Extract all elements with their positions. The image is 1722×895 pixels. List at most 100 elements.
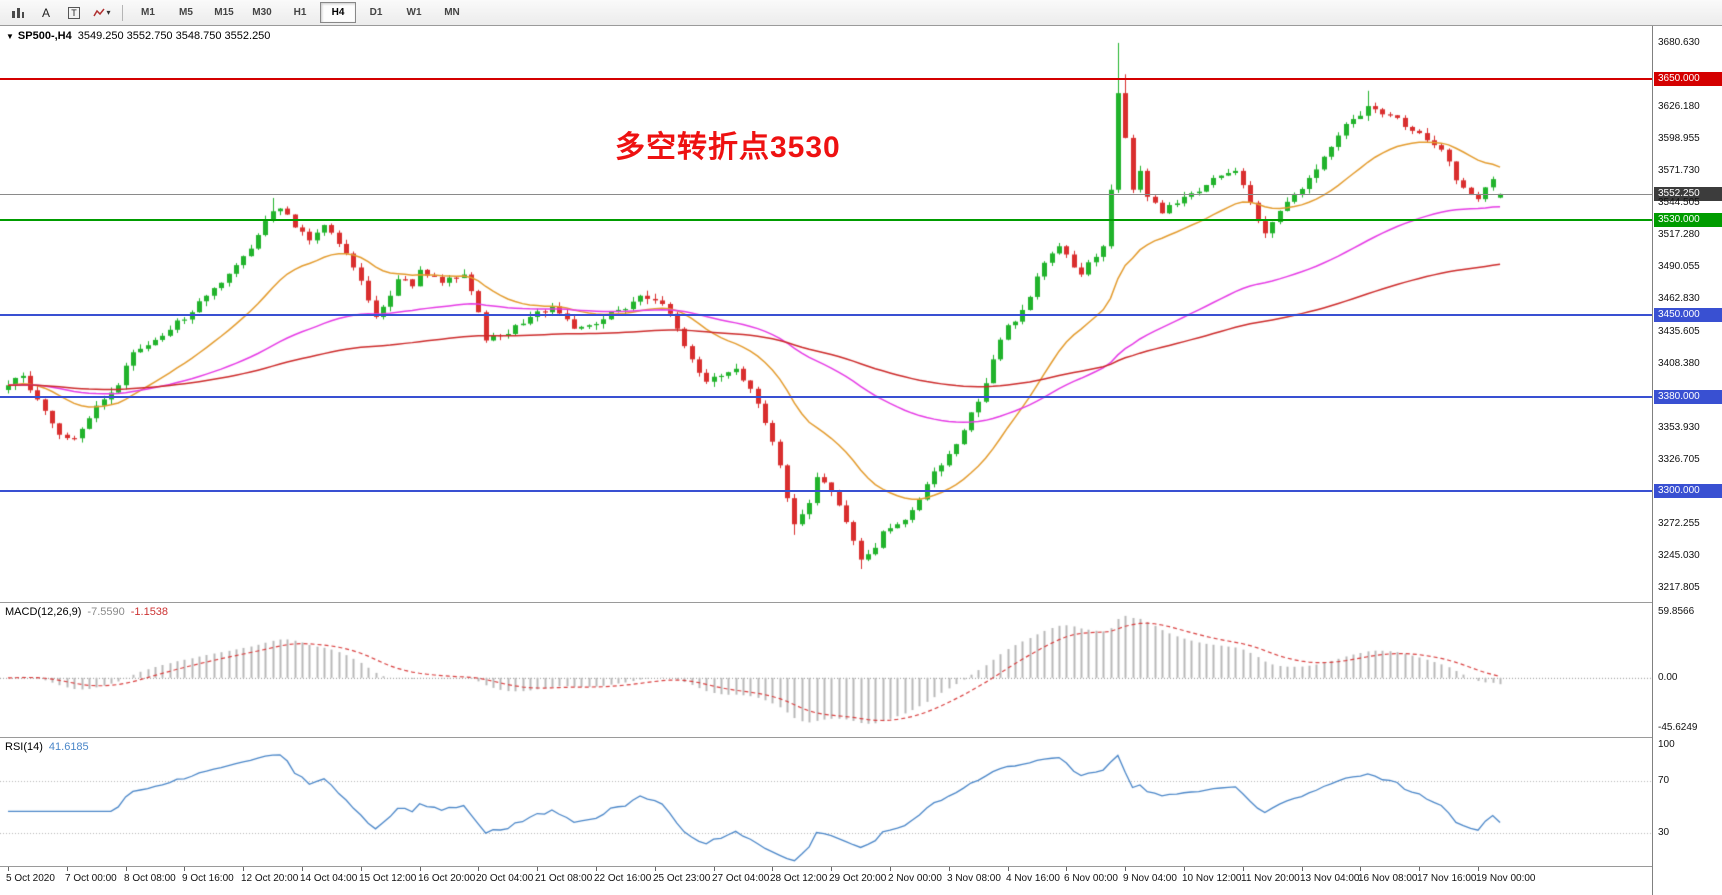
- price-axis[interactable]: 3650.000 3552.250 3530.000 3450.000 3380.000…: [1652, 26, 1722, 895]
- time-tick-9: [537, 867, 538, 871]
- time-label-13: 28 Oct 12:00: [770, 873, 828, 884]
- time-label-15: 2 Nov 00:00: [888, 873, 942, 884]
- price-tick-3598.955: 3598.955: [1658, 133, 1700, 144]
- time-tick-12: [714, 867, 715, 871]
- text-label-icon[interactable]: T: [61, 2, 87, 24]
- time-label-14: 29 Oct 20:00: [829, 873, 887, 884]
- time-label-6: 15 Oct 12:00: [359, 873, 417, 884]
- time-label-24: 17 Nov 16:00: [1417, 873, 1477, 884]
- time-label-18: 6 Nov 00:00: [1064, 873, 1118, 884]
- time-tick-19: [1125, 867, 1126, 871]
- macd-canvas[interactable]: [0, 603, 1652, 737]
- price-badge-3552.250: 3552.250: [1654, 187, 1722, 201]
- price-tick-3245.030: 3245.030: [1658, 550, 1700, 561]
- rsi-value: 41.6185: [48, 741, 89, 753]
- time-tick-23: [1360, 867, 1361, 871]
- indicators-icon[interactable]: ▾: [89, 2, 115, 24]
- time-label-3: 9 Oct 16:00: [182, 873, 234, 884]
- chart-area: ▼ SP500-,H4 3549.250 3552.750 3548.750 355…: [0, 26, 1722, 895]
- time-label-7: 16 Oct 20:00: [418, 873, 476, 884]
- rsi-canvas[interactable]: [0, 738, 1652, 866]
- time-label-19: 9 Nov 04:00: [1123, 873, 1177, 884]
- time-tick-17: [1008, 867, 1009, 871]
- price-tick-3353.930: 3353.930: [1658, 422, 1700, 433]
- rsi-label: RSI(14) 41.6185: [5, 741, 95, 753]
- bar-chart-icon[interactable]: [5, 2, 31, 24]
- timeframe-m15-button[interactable]: M15: [214, 7, 234, 18]
- timeframe-m5-button[interactable]: M5: [179, 7, 193, 18]
- hline-3450.000[interactable]: [0, 314, 1652, 316]
- timeframe-m1-button[interactable]: M1: [141, 7, 155, 18]
- hline-3530.000[interactable]: [0, 219, 1652, 221]
- symbol-title: SP500-,H4: [17, 30, 72, 42]
- time-tick-8: [478, 867, 479, 871]
- time-label-12: 27 Oct 04:00: [712, 873, 770, 884]
- time-label-8: 20 Oct 04:00: [476, 873, 534, 884]
- panel-splitter-rsi[interactable]: [0, 737, 1722, 738]
- zigzag-glyph: [93, 8, 106, 16]
- price-badge-3380.000: 3380.000: [1654, 390, 1722, 404]
- price-badge-3450.000: 3450.000: [1654, 308, 1722, 322]
- time-tick-14: [831, 867, 832, 871]
- time-tick-10: [596, 867, 597, 871]
- time-axis-line: [0, 866, 1722, 867]
- rsi-panel[interactable]: RSI(14) 41.6185: [0, 738, 1652, 866]
- time-tick-25: [1478, 867, 1479, 871]
- insert-text-icon[interactable]: A: [33, 2, 59, 24]
- time-axis[interactable]: 5 Oct 2020 7 Oct 00:00 8 Oct 08:00 9 Oct 16…: [0, 867, 1722, 895]
- time-tick-2: [126, 867, 127, 871]
- time-label-22: 13 Nov 04:00: [1300, 873, 1360, 884]
- time-tick-16: [949, 867, 950, 871]
- timeframe-h4-button[interactable]: H4: [320, 2, 356, 23]
- time-label-1: 7 Oct 00:00: [65, 873, 117, 884]
- timeframe-h1-button[interactable]: H1: [293, 7, 307, 18]
- price-tick-3517.280: 3517.280: [1658, 229, 1700, 240]
- timeframe-m30-button[interactable]: M30: [252, 7, 272, 18]
- time-label-11: 25 Oct 23:00: [653, 873, 711, 884]
- time-tick-6: [361, 867, 362, 871]
- panel-splitter-macd[interactable]: [0, 602, 1722, 603]
- chart-header: ▼ SP500-,H4 3549.250 3552.750 3548.750 355…: [6, 30, 270, 42]
- macd-axis-0.00: 0.00: [1658, 672, 1678, 683]
- time-label-5: 14 Oct 04:00: [300, 873, 358, 884]
- hline-3552.250[interactable]: [0, 194, 1652, 195]
- price-tick-3626.180: 3626.180: [1658, 101, 1700, 112]
- price-tick-3462.830: 3462.830: [1658, 293, 1700, 304]
- ohlc-readout: 3549.250 3552.750 3548.750 3552.250: [77, 30, 271, 42]
- price-tick-3217.805: 3217.805: [1658, 582, 1700, 593]
- timeframe-d1-button[interactable]: D1: [369, 7, 383, 18]
- time-label-21: 11 Nov 20:00: [1241, 873, 1300, 884]
- time-label-2: 8 Oct 08:00: [124, 873, 176, 884]
- time-label-25: 19 Nov 00:00: [1476, 873, 1536, 884]
- time-tick-0: [8, 867, 9, 871]
- price-badge-3650.000: 3650.000: [1654, 72, 1722, 86]
- time-label-16: 3 Nov 08:00: [947, 873, 1001, 884]
- timeframe-w1-button[interactable]: W1: [406, 7, 422, 18]
- hline-3650.000[interactable]: [0, 78, 1652, 80]
- time-tick-7: [420, 867, 421, 871]
- time-label-20: 10 Nov 12:00: [1182, 873, 1242, 884]
- time-tick-13: [772, 867, 773, 871]
- rsi-axis-100: 100: [1658, 739, 1675, 750]
- macd-axis-59.8566: 59.8566: [1658, 606, 1695, 617]
- time-tick-1: [67, 867, 68, 871]
- collapse-triangle-icon[interactable]: ▼: [6, 32, 14, 41]
- timeframe-mn-button[interactable]: MN: [444, 7, 460, 18]
- price-tick-3544.505: 3544.505: [1658, 197, 1700, 208]
- annotation-text[interactable]: 多空转折点3530: [615, 131, 841, 164]
- hline-3380.000[interactable]: [0, 396, 1652, 398]
- main-chart[interactable]: ▼ SP500-,H4 3549.250 3552.750 3548.750 355…: [0, 26, 1652, 602]
- hline-3300.000[interactable]: [0, 490, 1652, 492]
- time-label-4: 12 Oct 20:00: [241, 873, 299, 884]
- price-tick-3490.055: 3490.055: [1658, 261, 1700, 272]
- macd-signal-value: -1.1538: [130, 606, 169, 618]
- rsi-axis-70: 70: [1658, 775, 1670, 786]
- insert-text-glyph: A: [41, 5, 50, 20]
- rsi-name: RSI(14): [5, 741, 43, 753]
- time-label-23: 16 Nov 08:00: [1358, 873, 1418, 884]
- time-tick-18: [1066, 867, 1067, 871]
- dropdown-caret-icon: ▾: [106, 8, 111, 17]
- macd-panel[interactable]: MACD(12,26,9) -7.5590 -1.1538: [0, 603, 1652, 737]
- text-label-glyph: T: [68, 6, 80, 19]
- bar-chart-glyph: [12, 7, 24, 18]
